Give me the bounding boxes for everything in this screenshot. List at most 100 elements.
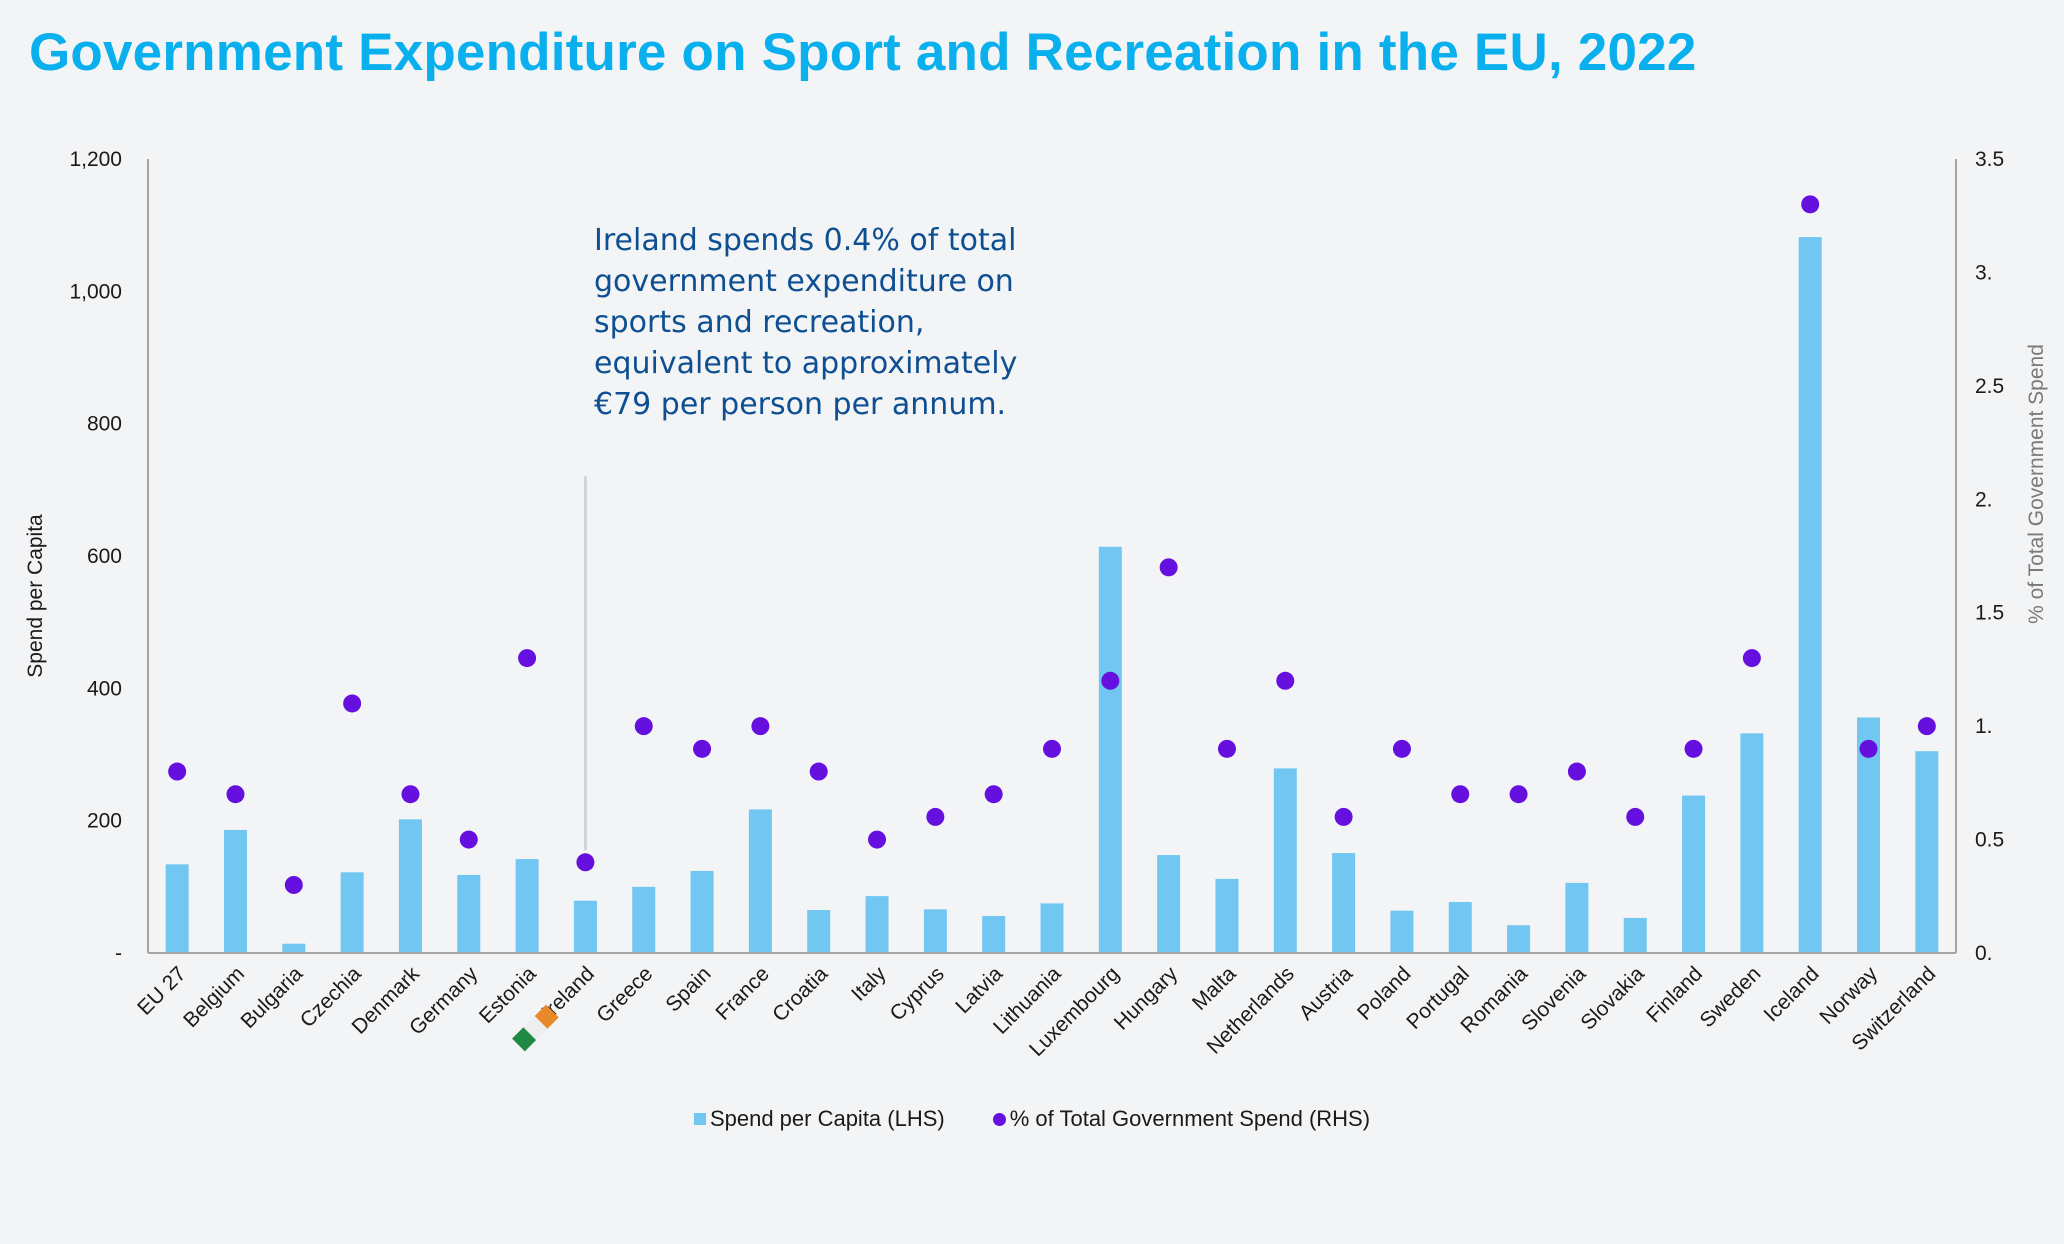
dot-slovakia[interactable] [1626,807,1645,826]
bar-spain[interactable] [690,870,714,953]
dot-malta[interactable] [1217,739,1236,758]
right-tick-label: 2.5 [1975,375,2004,398]
dot-belgium[interactable] [226,785,245,804]
bar-cyprus[interactable] [923,909,947,953]
bar-portugal[interactable] [1448,902,1472,953]
left-axis-title: Spend per Capita [24,514,47,678]
category-label: EU 27 [133,962,191,1020]
bar-denmark[interactable] [398,819,422,953]
bar-sweden[interactable] [1740,733,1764,953]
bar-hungary[interactable] [1157,855,1181,953]
left-tick-label: 800 [87,413,122,436]
category-label: Greece [592,962,657,1027]
legend-item-spend-per-capita[interactable]: Spend per Capita (LHS) [693,1106,945,1132]
category-label: Slovenia [1517,962,1590,1035]
legend-item-percent-total[interactable]: % of Total Government Spend (RHS) [992,1106,1370,1132]
dot-spain[interactable] [693,739,712,758]
bar-finland[interactable] [1682,795,1706,953]
legend-label: Spend per Capita (LHS) [709,1106,945,1131]
bar-eu-27[interactable] [165,864,189,953]
bar-romania[interactable] [1507,925,1531,953]
bar-luxembourg[interactable] [1098,546,1122,953]
bar-france[interactable] [748,809,772,953]
bar-estonia[interactable] [515,859,539,953]
dot-bulgaria[interactable] [284,875,303,894]
bar-netherlands[interactable] [1273,768,1297,953]
right-tick-label: 1. [1975,715,1993,738]
dot-latvia[interactable] [984,785,1003,804]
annotation-line: equivalent to approximately [594,346,1018,381]
flag-stripe [523,1015,548,1041]
bar-malta[interactable] [1215,878,1239,953]
dot-czechia[interactable] [343,694,362,713]
dot-poland[interactable] [1392,739,1411,758]
dot-croatia[interactable] [809,762,828,781]
x-axis-labels: EU 27BelgiumBulgariaCzechiaDenmarkGerman… [133,962,1940,1061]
dot-hungary[interactable] [1159,558,1178,577]
category-label: Hungary [1110,962,1183,1035]
category-label: Belgium [179,962,249,1032]
bar-iceland[interactable] [1798,237,1822,953]
category-label: Slovakia [1576,962,1649,1035]
right-tick-label: 3.5 [1975,148,2004,171]
dot-lithuania[interactable] [1043,739,1061,758]
category-label: France [711,962,773,1024]
dot-ireland[interactable] [576,853,595,872]
category-label: Iceland [1760,962,1824,1026]
bar-lithuania[interactable] [1040,903,1064,953]
bar-bulgaria[interactable] [282,943,306,953]
dot-iceland[interactable] [1801,195,1820,214]
bar-slovenia[interactable] [1565,882,1589,953]
bar-czechia[interactable] [340,872,364,953]
category-label: Croatia [768,962,832,1026]
dot-romania[interactable] [1509,785,1528,804]
bar-latvia[interactable] [982,915,1006,953]
right-tick-label: 0.5 [1975,829,2004,852]
dot-eu-27[interactable] [168,762,187,781]
bar-austria[interactable] [1332,853,1356,953]
dot-switzerland[interactable] [1917,717,1936,736]
dot-swatch-icon [992,1112,1006,1126]
category-label: Italy [847,962,891,1006]
bar-slovakia[interactable] [1623,917,1647,953]
dot-series [168,195,1936,894]
dot-netherlands[interactable] [1276,671,1295,690]
annotation-line: Ireland spends 0.4% of total [594,223,1017,258]
annotation-line: sports and recreation, [594,305,925,340]
left-tick-label: 600 [87,545,122,568]
right-tick-label: 2. [1975,488,1993,511]
bar-italy[interactable] [865,896,889,953]
dot-germany[interactable] [459,830,478,849]
dot-luxembourg[interactable] [1101,671,1120,690]
dot-austria[interactable] [1334,807,1353,826]
category-label: Austria [1295,962,1358,1025]
left-tick-label: 1,200 [69,148,122,171]
right-tick-label: 1.5 [1975,602,2004,625]
dot-cyprus[interactable] [926,807,945,826]
ireland-flag-icon [512,1004,559,1052]
category-label: Spain [661,962,715,1016]
bar-ireland[interactable] [573,900,597,953]
dot-sweden[interactable] [1742,649,1761,668]
bar-poland[interactable] [1390,910,1414,953]
bar-swatch-icon [693,1113,706,1125]
dot-finland[interactable] [1684,739,1703,758]
annotation-line: €79 per person per annum. [594,387,1007,422]
dot-slovenia[interactable] [1567,762,1586,781]
dot-france[interactable] [751,717,770,736]
dot-portugal[interactable] [1451,785,1470,804]
bar-belgium[interactable] [223,829,247,953]
dot-denmark[interactable] [401,785,420,804]
bar-switzerland[interactable] [1915,751,1939,953]
dot-estonia[interactable] [518,649,537,668]
dot-italy[interactable] [868,830,887,849]
bar-series [165,237,1939,953]
dot-greece[interactable] [634,717,653,736]
flag-stripe [512,1027,537,1052]
dot-norway[interactable] [1859,739,1878,758]
bar-croatia[interactable] [807,909,831,953]
bar-greece[interactable] [632,886,656,953]
bar-norway[interactable] [1857,717,1881,953]
bar-germany[interactable] [457,874,481,953]
